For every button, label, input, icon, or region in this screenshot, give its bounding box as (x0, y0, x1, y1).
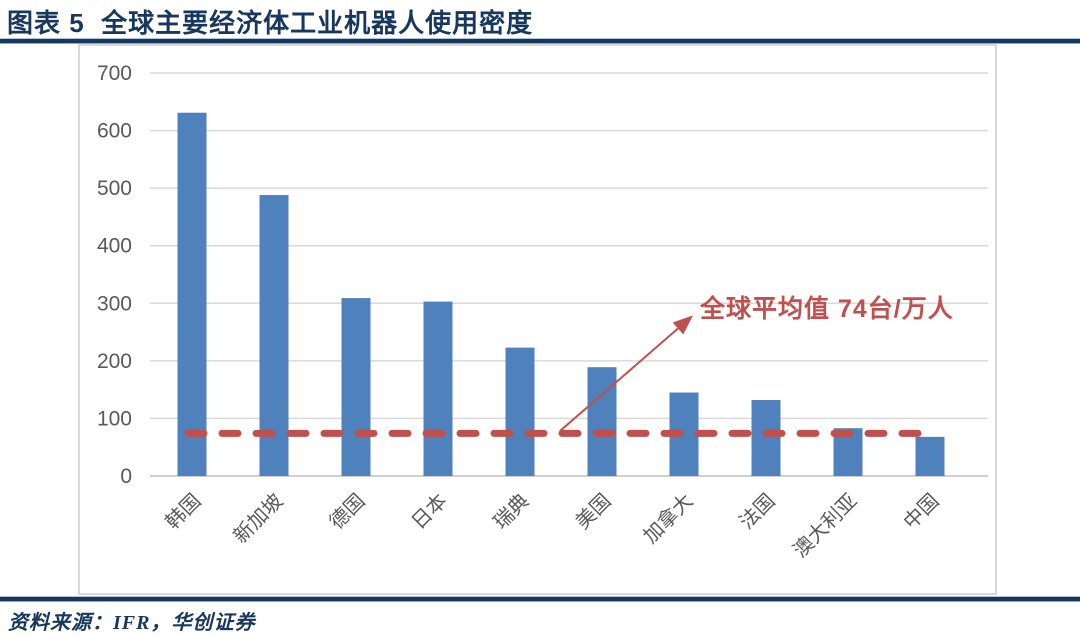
x-axis-label: 瑞典 (489, 489, 534, 534)
bar-日本 (423, 301, 453, 476)
x-axis-label: 中国 (899, 489, 944, 534)
y-tick-label: 300 (97, 292, 132, 315)
average-line-annotation: 全球平均值 74台/万人 (700, 295, 954, 323)
x-axis-label: 韩国 (161, 489, 206, 534)
x-axis-label: 新加坡 (229, 489, 288, 548)
bar-美国 (587, 367, 617, 476)
y-tick-label: 400 (97, 235, 132, 258)
y-tick-label: 0 (120, 465, 132, 488)
bar-chart: 0 100 200 300 400 500 600 700 韩国 新加坡 德国 日本 瑞典 美国 加拿大 法国… (97, 62, 988, 562)
x-axis-label: 加拿大 (638, 489, 697, 548)
bar-中国 (915, 436, 945, 476)
y-tick-label: 100 (97, 407, 132, 430)
footer-rule (0, 596, 1080, 602)
chart-card: 0 100 200 300 400 500 600 700 韩国 新加坡 德国 日本 瑞典 美国 加拿大 法国… (78, 44, 997, 595)
y-tick-label: 600 (97, 120, 132, 143)
bar-瑞典 (505, 347, 535, 476)
bar-德国 (341, 298, 371, 476)
bar-法国 (751, 400, 781, 476)
page-title: 图表 5 全球主要经济体工业机器人使用密度 (7, 8, 534, 38)
annotation-arrow (559, 315, 694, 432)
y-tick-label: 700 (97, 62, 132, 85)
x-axis-label: 日本 (407, 489, 452, 534)
x-axis-label: 德国 (325, 489, 370, 534)
title-underline-rule (0, 38, 1080, 44)
y-tick-label: 500 (97, 177, 132, 200)
x-axis-label: 法国 (735, 489, 780, 534)
source-note: 资料来源：IFR，华创证券 (8, 612, 256, 634)
bar-韩国 (177, 112, 207, 476)
x-axis-label: 澳大利亚 (789, 489, 862, 562)
bar-新加坡 (259, 195, 289, 476)
x-axis-label: 美国 (571, 489, 616, 534)
y-tick-label: 200 (97, 350, 132, 373)
